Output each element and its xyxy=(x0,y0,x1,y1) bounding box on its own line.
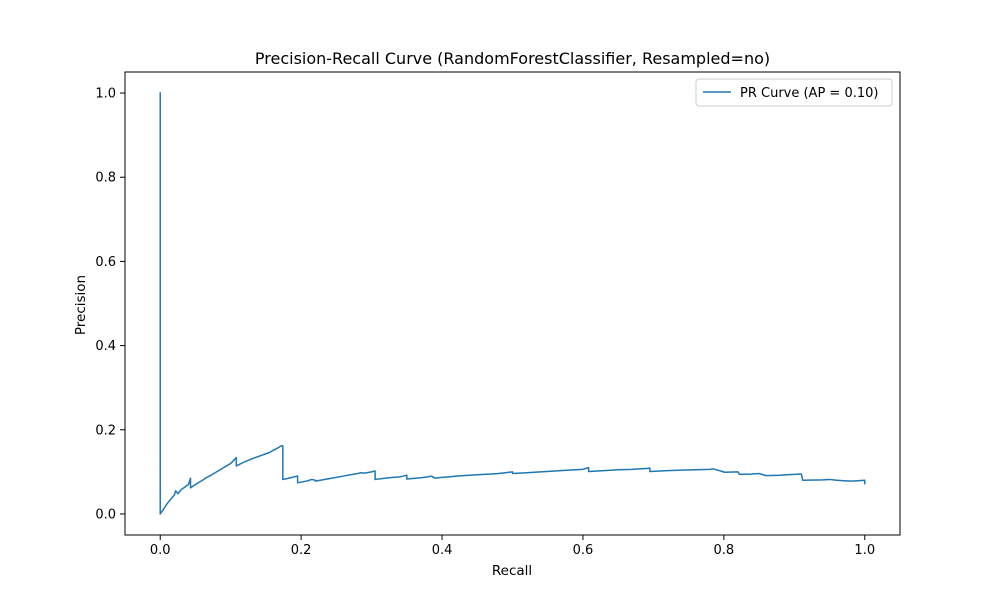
x-tick-label: 0.2 xyxy=(291,543,312,558)
x-tick-label: 0.8 xyxy=(714,543,735,558)
x-axis-label: Recall xyxy=(492,563,532,579)
y-axis-ticks: 0.0 0.2 0.4 0.6 0.8 1.0 xyxy=(95,87,125,522)
pr-curve-line xyxy=(159,92,866,515)
x-tick-label: 0.6 xyxy=(573,543,594,558)
y-tick-label: 0.4 xyxy=(95,339,116,354)
legend-box xyxy=(695,78,893,107)
y-tick-label: 0.8 xyxy=(95,171,116,186)
x-axis-ticks: 0.0 0.2 0.4 0.6 0.8 1.0 xyxy=(150,535,875,558)
y-tick-label: 0.0 xyxy=(95,507,116,522)
chart-title: Precision-Recall Curve (RandomForestClas… xyxy=(255,49,770,68)
axes-frame xyxy=(124,71,901,536)
x-tick-label: 1.0 xyxy=(854,543,875,558)
series-layer xyxy=(159,92,866,515)
x-tick-label: 0.4 xyxy=(432,543,453,558)
y-tick-label: 1.0 xyxy=(95,87,116,102)
y-axis-label: Precision xyxy=(73,275,89,335)
legend: PR Curve (AP = 0.10) xyxy=(695,78,893,107)
y-tick-label: 0.2 xyxy=(95,423,116,438)
legend-label: PR Curve (AP = 0.10) xyxy=(740,86,878,101)
y-tick-label: 0.6 xyxy=(95,255,116,270)
x-tick-label: 0.0 xyxy=(150,543,171,558)
